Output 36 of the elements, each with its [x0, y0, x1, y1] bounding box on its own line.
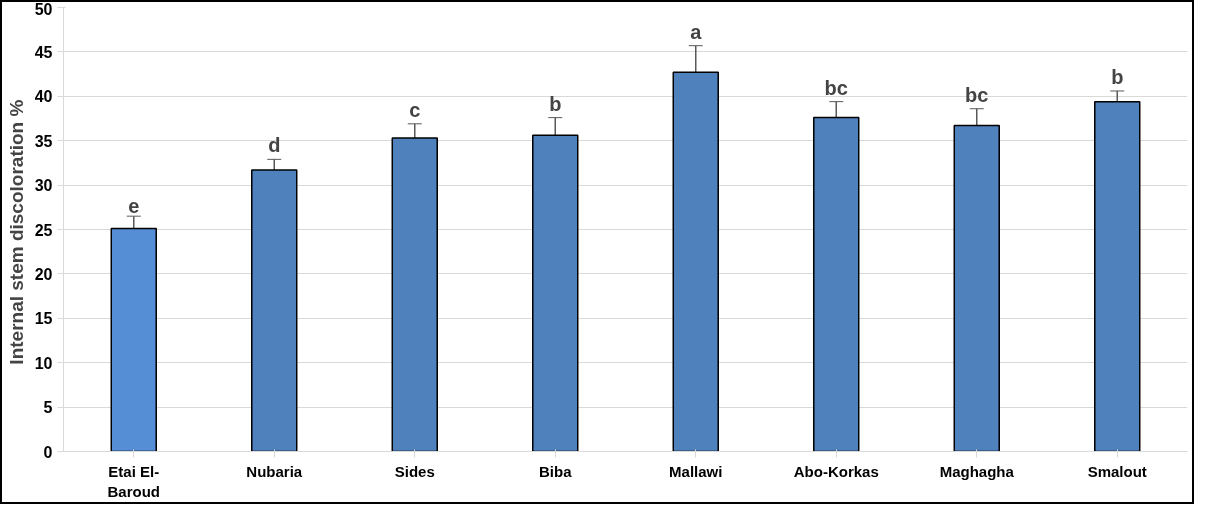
y-tick-label: 10 — [34, 354, 53, 372]
bar — [251, 169, 298, 452]
y-axis-title: Internal stem discoloration % — [5, 99, 27, 365]
annotation: a — [690, 20, 703, 43]
annotation: bc — [965, 83, 989, 106]
x-tick-label: Smalout — [1087, 462, 1147, 480]
y-tick-label: 30 — [34, 177, 53, 195]
x-tick-label: Etai El-Baroud — [107, 462, 160, 500]
annotation: b — [1111, 65, 1124, 88]
bar — [672, 71, 719, 452]
annotation: e — [128, 195, 140, 218]
x-tick-label: Nubaria — [246, 462, 303, 480]
annotation: c — [409, 98, 421, 121]
bar — [391, 137, 438, 452]
x-tick-label: Biba — [539, 462, 573, 480]
y-tick-label: 25 — [34, 221, 53, 239]
y-tick-label: 40 — [34, 88, 53, 106]
y-tick-label: 5 — [43, 399, 53, 417]
y-tick-label: 45 — [34, 43, 53, 61]
bar — [110, 227, 157, 452]
x-tick-label: Mallawi — [669, 462, 723, 480]
y-tick-label: 15 — [34, 310, 53, 328]
bar — [813, 116, 860, 452]
y-tick-label: 35 — [34, 132, 53, 150]
annotation: d — [268, 134, 281, 157]
annotation: bc — [824, 76, 848, 99]
x-tick-label: Maghagha — [939, 462, 1015, 480]
y-tick-label: 0 — [43, 443, 53, 461]
x-tick-label: Sides — [394, 462, 435, 480]
bar — [1094, 100, 1141, 452]
bar — [532, 134, 579, 452]
y-tick-label: 20 — [34, 265, 53, 283]
annotation: b — [549, 92, 562, 115]
y-tick-label: 50 — [34, 0, 53, 18]
x-tick-label: Abo-Korkas — [793, 462, 879, 480]
bar — [953, 124, 1000, 452]
